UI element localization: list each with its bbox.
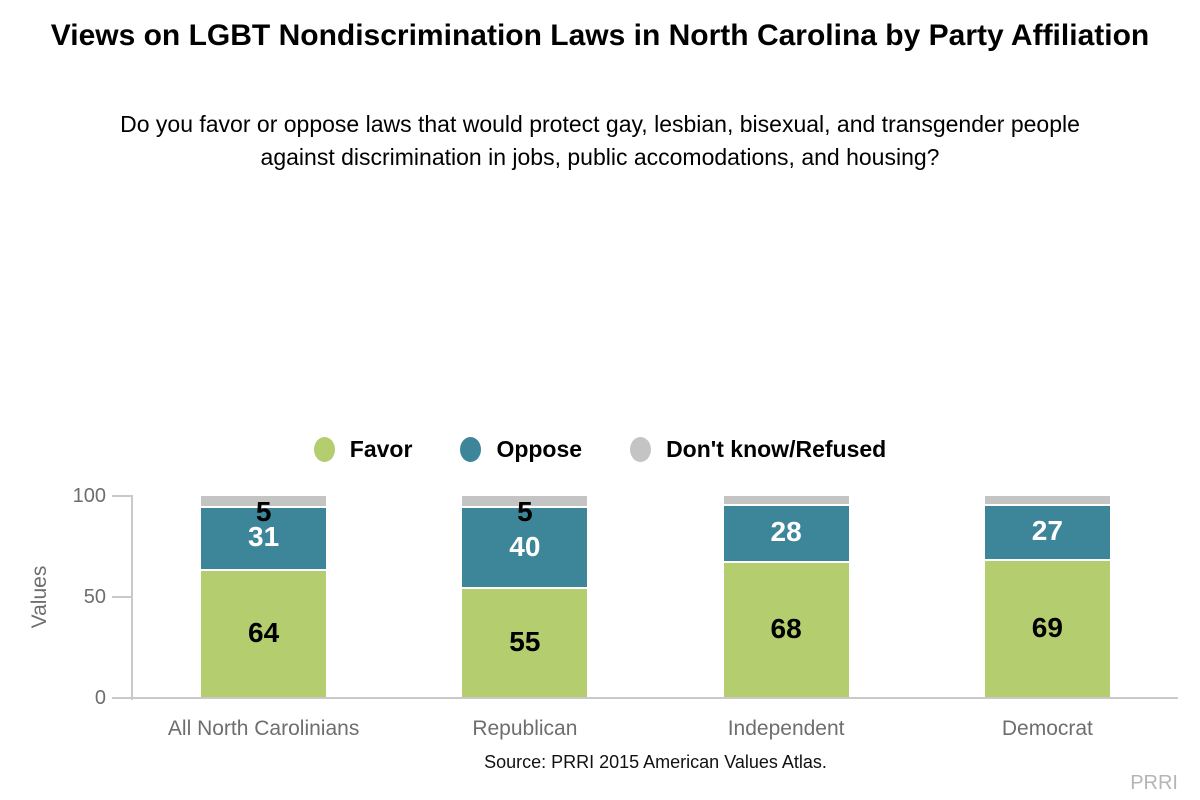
legend-swatch-favor-icon <box>313 436 335 462</box>
bar-value-label: 27 <box>1031 515 1063 547</box>
legend-swatch-don-t-know-refused-icon <box>630 436 652 462</box>
source-note: Source: PRRI 2015 American Values Atlas. <box>484 752 827 772</box>
x-axis-category-label: Democrat <box>1001 717 1093 740</box>
x-axis-category-label: Independent <box>727 717 845 740</box>
bar-segment-oppose <box>201 506 327 569</box>
y-axis-tick-label: 100 <box>72 485 106 507</box>
legend-item-oppose: Oppose <box>460 436 582 462</box>
bar-segment-favor <box>723 560 849 698</box>
bar-value-label: 40 <box>509 530 541 562</box>
chart-title: Views on LGBT Nondiscrimination Laws in … <box>50 19 1150 52</box>
bar-segment-oppose <box>984 504 1110 559</box>
bar-segment-don-t-know-refused <box>984 496 1110 505</box>
x-axis-line <box>131 697 1178 699</box>
bar-segment-favor <box>462 586 588 698</box>
legend-label: Favor <box>349 436 413 462</box>
bar-segment-oppose <box>462 506 588 587</box>
legend-swatch-oppose-icon <box>460 436 482 462</box>
bar-segment-don-t-know-refused <box>201 496 327 507</box>
bar-segment-favor <box>984 558 1110 698</box>
bar-value-label: 69 <box>1031 612 1063 644</box>
bar-segment-favor <box>201 568 327 698</box>
bar-value-label: 5 <box>517 496 533 528</box>
legend-item-don-t-know-refused: Don't know/Refused <box>630 436 886 462</box>
bar-value-label: 31 <box>248 521 280 553</box>
y-axis-tick <box>112 697 131 699</box>
y-axis-tick <box>112 495 131 497</box>
y-axis-tick-label: 50 <box>83 586 106 608</box>
legend-item-favor: Favor <box>313 436 413 462</box>
y-axis-tick-label: 0 <box>94 687 106 709</box>
legend-label: Oppose <box>496 436 583 462</box>
bar-value-label: 55 <box>509 626 541 658</box>
y-axis-line <box>131 495 133 700</box>
bar-segment-don-t-know-refused <box>723 496 849 505</box>
x-axis-category-label: All North Carolinians <box>167 717 360 740</box>
x-axis-category-label: Republican <box>472 717 578 740</box>
y-axis-tick <box>112 596 131 598</box>
bar-value-label: 5 <box>255 496 272 528</box>
bar-segment-don-t-know-refused <box>462 496 588 507</box>
legend-label: Don't know/Refused <box>666 436 887 462</box>
chart-subtitle: Do you favor or oppose laws that would p… <box>120 111 1080 170</box>
bar-value-label: 28 <box>770 516 802 548</box>
bar-segment-oppose <box>723 504 849 561</box>
legend: Favor Oppose Don't know/Refused <box>0 436 1200 462</box>
bar-value-label: 64 <box>248 617 280 649</box>
brand-watermark: PRRI <box>1130 772 1178 794</box>
bar-value-label: 68 <box>770 613 802 645</box>
